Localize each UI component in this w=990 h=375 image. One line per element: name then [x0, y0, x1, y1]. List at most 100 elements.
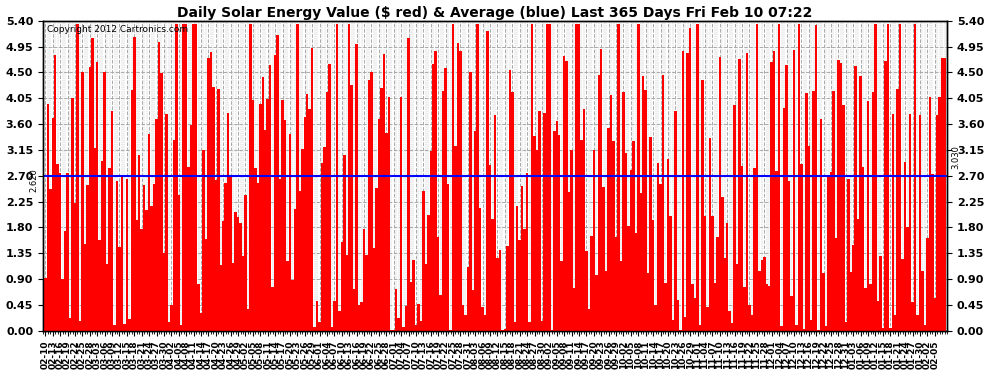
Bar [469, 72, 471, 331]
Bar [847, 179, 849, 331]
Bar [397, 318, 400, 331]
Bar [387, 97, 390, 331]
Bar [842, 105, 844, 331]
Bar [674, 111, 676, 331]
Bar [227, 114, 230, 331]
Bar [580, 140, 583, 331]
Bar [664, 283, 666, 331]
Bar [729, 311, 731, 331]
Bar [516, 206, 519, 331]
Bar [66, 174, 69, 331]
Bar [445, 68, 446, 331]
Bar [382, 54, 385, 331]
Bar [884, 61, 887, 331]
Bar [160, 73, 162, 331]
Bar [644, 90, 646, 331]
Bar [235, 212, 237, 331]
Bar [889, 328, 892, 331]
Bar [202, 150, 205, 331]
Bar [306, 94, 309, 331]
Bar [835, 238, 838, 331]
Bar [656, 163, 659, 331]
Bar [741, 166, 743, 331]
Bar [568, 192, 570, 331]
Bar [570, 150, 573, 331]
Bar [790, 296, 793, 331]
Bar [852, 245, 854, 331]
Bar [79, 321, 81, 331]
Bar [329, 64, 331, 331]
Bar [904, 162, 906, 331]
Bar [430, 151, 432, 331]
Bar [943, 58, 945, 331]
Bar [734, 105, 736, 331]
Bar [539, 111, 541, 331]
Bar [225, 183, 227, 331]
Bar [415, 325, 417, 331]
Bar [704, 216, 706, 331]
Bar [45, 278, 47, 331]
Bar [783, 108, 785, 331]
Bar [91, 39, 93, 331]
Bar [481, 307, 484, 331]
Bar [400, 97, 402, 331]
Bar [230, 177, 232, 331]
Bar [422, 192, 425, 331]
Bar [375, 188, 377, 331]
Bar [583, 109, 585, 331]
Bar [479, 208, 481, 331]
Bar [671, 320, 674, 331]
Bar [882, 328, 884, 331]
Bar [753, 168, 755, 331]
Bar [632, 141, 635, 331]
Bar [336, 24, 339, 331]
Bar [402, 327, 405, 331]
Bar [894, 315, 897, 331]
Bar [724, 258, 726, 331]
Bar [326, 92, 329, 331]
Bar [588, 309, 590, 331]
Bar [686, 53, 689, 331]
Bar [86, 185, 89, 331]
Bar [54, 55, 56, 331]
Bar [355, 44, 358, 331]
Bar [395, 288, 397, 331]
Bar [64, 231, 66, 331]
Bar [370, 72, 372, 331]
Bar [770, 62, 773, 331]
Bar [385, 132, 387, 331]
Bar [840, 63, 842, 331]
Bar [464, 315, 466, 331]
Bar [454, 146, 456, 331]
Bar [608, 128, 610, 331]
Bar [681, 51, 684, 331]
Bar [170, 305, 172, 331]
Bar [823, 273, 825, 331]
Bar [711, 216, 714, 331]
Bar [96, 62, 98, 331]
Bar [810, 320, 813, 331]
Bar [828, 177, 830, 331]
Bar [598, 75, 600, 331]
Bar [136, 219, 138, 331]
Bar [926, 238, 929, 331]
Bar [862, 167, 864, 331]
Bar [760, 260, 763, 331]
Bar [143, 185, 146, 331]
Bar [701, 80, 704, 331]
Bar [534, 136, 536, 331]
Bar [271, 287, 274, 331]
Bar [103, 72, 106, 331]
Text: 2.620: 2.620 [30, 168, 39, 192]
Bar [906, 227, 909, 331]
Bar [417, 304, 420, 331]
Bar [217, 89, 220, 331]
Bar [195, 24, 197, 331]
Bar [155, 119, 157, 331]
Bar [353, 289, 355, 331]
Bar [106, 264, 108, 331]
Bar [758, 271, 760, 331]
Bar [514, 322, 516, 331]
Bar [909, 114, 911, 331]
Bar [649, 137, 651, 331]
